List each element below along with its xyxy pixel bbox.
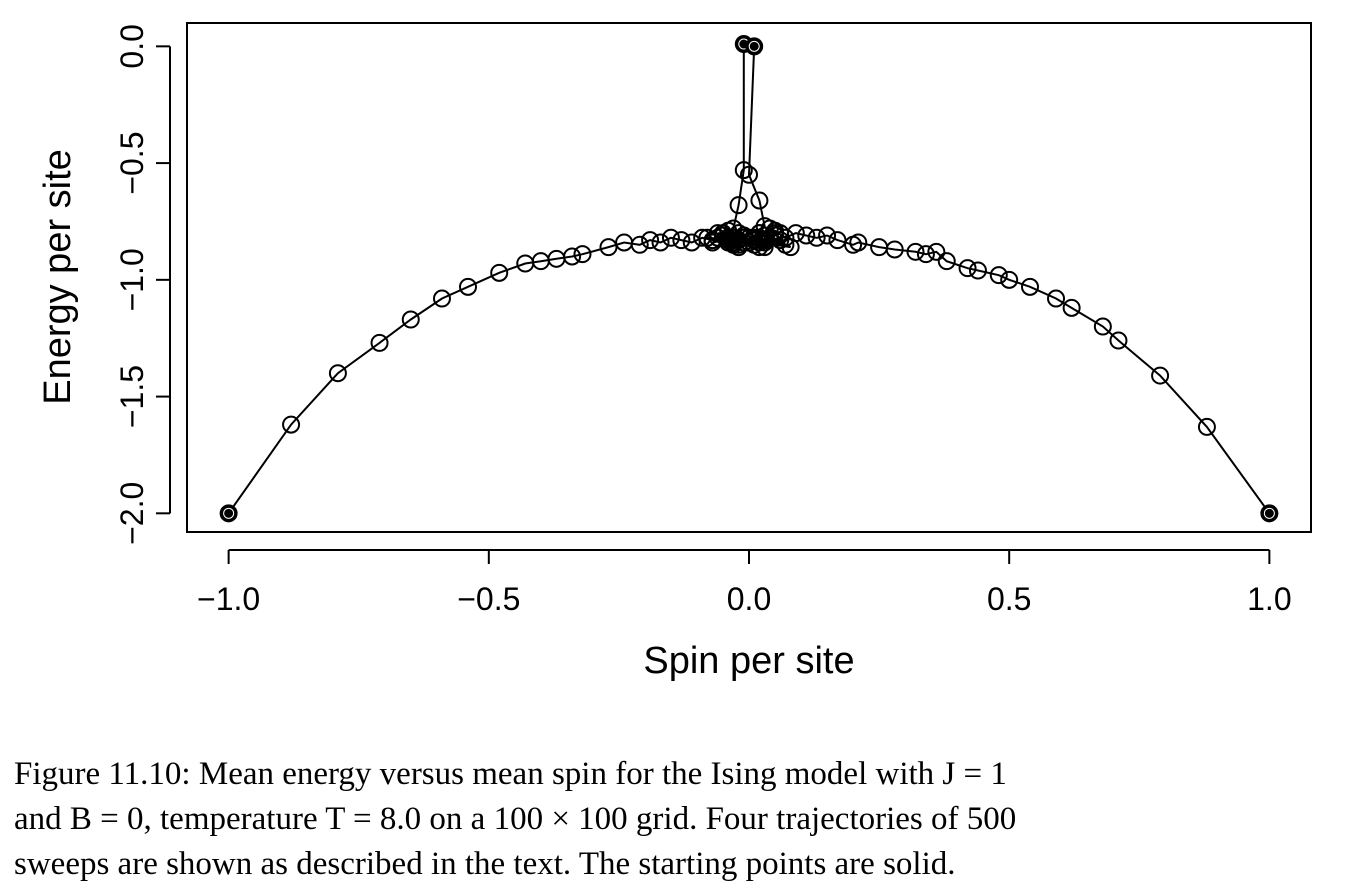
y-axis: 0.0 −0.5 −1.0 −1.5 −2.0 xyxy=(114,24,171,545)
y-tick-label: −1.0 xyxy=(114,248,150,311)
data-point xyxy=(641,231,660,250)
data-point xyxy=(459,277,477,296)
data-point xyxy=(1047,289,1066,308)
series-layer xyxy=(219,35,1279,523)
data-point xyxy=(1151,366,1170,385)
data-point xyxy=(432,289,451,308)
caption-line-2: and B = 0, temperature T = 8.0 on a 100 … xyxy=(14,801,1017,837)
data-point xyxy=(818,226,837,245)
data-point xyxy=(807,228,826,247)
start-point-ring xyxy=(1263,507,1275,519)
trajectory-line xyxy=(748,229,1271,514)
data-point xyxy=(724,228,743,247)
data-point xyxy=(563,247,582,266)
data-point xyxy=(1000,270,1019,289)
x-axis: −1.0 −0.5 0.0 0.5 1.0 xyxy=(197,549,1292,617)
caption-line-1: Figure 11.10: Mean energy versus mean sp… xyxy=(14,756,1007,792)
x-tick-label: 0.0 xyxy=(727,581,771,617)
caption-line-3: sweeps are shown as described in the tex… xyxy=(14,846,956,882)
data-point xyxy=(1021,277,1039,296)
data-point xyxy=(672,231,691,250)
data-point xyxy=(968,261,987,280)
data-point xyxy=(328,364,347,383)
start-point xyxy=(745,37,764,56)
data-point xyxy=(1093,317,1112,336)
data-point xyxy=(916,245,935,264)
plot-frame xyxy=(186,22,1312,533)
data-point xyxy=(661,228,680,247)
y-tick-label: −2.0 xyxy=(114,482,150,545)
data-point xyxy=(630,235,649,254)
data-point xyxy=(734,161,753,180)
data-point xyxy=(781,238,800,257)
data-point xyxy=(282,415,301,434)
data-point xyxy=(1062,298,1081,317)
data-point xyxy=(989,266,1008,285)
figure-caption: Figure 11.10: Mean energy versus mean sp… xyxy=(14,752,1314,887)
data-point xyxy=(401,310,420,329)
data-point xyxy=(906,242,925,261)
data-point xyxy=(1197,417,1216,436)
x-tick-label: −0.5 xyxy=(457,581,520,617)
y-axis-title: Energy per site xyxy=(37,149,79,405)
y-tick-label: −1.5 xyxy=(114,365,150,428)
data-point xyxy=(755,231,774,250)
trajectory-line xyxy=(747,46,792,249)
x-tick-label: −1.0 xyxy=(197,581,260,617)
x-axis-title: Spin per site xyxy=(643,640,854,682)
y-tick-label: −0.5 xyxy=(114,132,150,195)
data-point xyxy=(797,226,816,245)
data-point xyxy=(1109,331,1128,350)
data-point xyxy=(750,191,769,210)
start-point xyxy=(1260,504,1279,523)
data-point xyxy=(490,263,509,282)
data-point xyxy=(370,333,389,352)
x-tick-label: 0.5 xyxy=(987,581,1031,617)
data-point xyxy=(740,165,758,184)
start-point-ring xyxy=(223,507,235,519)
data-point xyxy=(771,224,790,243)
data-point xyxy=(958,259,977,278)
data-point xyxy=(828,231,847,250)
data-point xyxy=(937,252,956,271)
trajectory-2 xyxy=(740,221,1279,523)
data-point xyxy=(698,228,717,247)
trajectory-line xyxy=(227,234,760,514)
ising-chart: −1.0 −0.5 0.0 0.5 1.0 0.0 −0.5 −1.0 −1.5 −2.0 Sp… xyxy=(37,22,1312,682)
start-point-ring xyxy=(748,40,760,52)
y-tick-label: 0.0 xyxy=(114,24,150,68)
data-point xyxy=(729,196,748,215)
trajectory-line xyxy=(707,44,748,250)
data-point xyxy=(719,233,738,252)
data-point xyxy=(755,238,774,257)
trajectory-1 xyxy=(219,226,769,523)
data-point xyxy=(573,245,592,264)
start-point xyxy=(219,504,238,523)
data-point xyxy=(651,233,670,252)
data-point xyxy=(870,238,889,257)
trajectory-4 xyxy=(740,37,800,257)
trajectory-3 xyxy=(698,35,753,257)
data-point xyxy=(927,242,946,261)
x-tick-label: 1.0 xyxy=(1247,581,1291,617)
